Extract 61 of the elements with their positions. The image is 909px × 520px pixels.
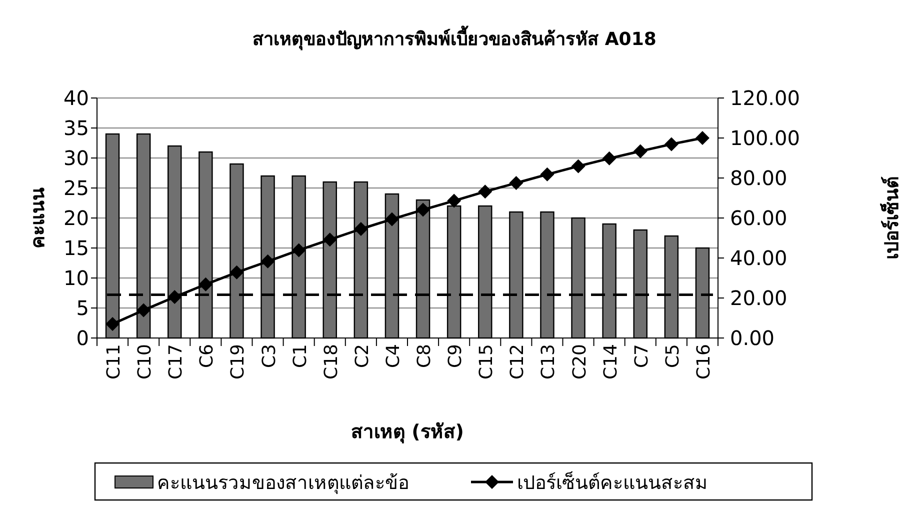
x-tick-label: C11 (104, 344, 125, 380)
x-tick-label: C17 (166, 344, 187, 380)
x-tick-label: C10 (134, 344, 156, 380)
point (106, 317, 120, 331)
x-tick-label: C3 (258, 344, 280, 368)
x-tick-label: C16 (693, 344, 714, 380)
point (540, 167, 554, 182)
legend-label: เปอร์เซ็นต์คะแนนสะสม (517, 470, 708, 494)
point (260, 254, 275, 268)
x-axis-title: สาเหตุ (รหัส) (351, 421, 464, 444)
x-tick-label: C2 (352, 344, 373, 368)
point (571, 159, 586, 174)
point (230, 265, 244, 280)
y-tick-label: 20 (64, 206, 89, 230)
x-tick-label: C8 (414, 344, 436, 368)
y-tick-label: 30 (64, 146, 89, 170)
point (633, 144, 648, 158)
x-tick-label: C12 (507, 344, 528, 380)
point (198, 277, 213, 292)
x-tick-label: C6 (196, 344, 218, 368)
y2-tick-label: 0.00 (730, 326, 775, 350)
y-axis-title: คะแนน (27, 188, 49, 248)
chart-title: สาเหตุของปัญหาการพิมพ์เบี้ยวของสินค้ารหัส A018 (252, 25, 656, 51)
point (695, 131, 710, 145)
x-tick-label: C7 (631, 344, 652, 368)
point (509, 176, 524, 190)
x-tick-label: C4 (382, 344, 404, 368)
x-tick-label: C5 (662, 344, 684, 368)
point (602, 151, 616, 166)
x-tick-label: C13 (538, 344, 560, 380)
y2-tick-label: 80.00 (730, 166, 788, 190)
y2-tick-label: 20.00 (730, 286, 788, 310)
y2-tick-label: 120.00 (730, 86, 800, 110)
x-tick-label: C15 (476, 344, 498, 380)
point (384, 212, 399, 226)
x-tick-label: C18 (320, 344, 342, 380)
y-tick-label: 25 (64, 176, 89, 200)
point (478, 184, 492, 199)
point (664, 137, 678, 152)
y-tick-label: 40 (64, 86, 89, 110)
y-tick-label: 35 (64, 116, 89, 140)
x-tick-label: C20 (569, 344, 590, 380)
point (322, 232, 337, 247)
y2-axis-title: เปอร์เซ็นต์ (879, 176, 903, 260)
x-tick-label: C14 (600, 344, 622, 380)
y2-tick-label: 40.00 (730, 246, 788, 270)
x-tick-label: C1 (290, 344, 311, 368)
x-tick-label: C19 (228, 344, 249, 380)
point (292, 243, 306, 258)
point (354, 222, 368, 236)
y-tick-label: 0 (76, 326, 89, 350)
y-tick-label: 5 (76, 296, 89, 320)
point (136, 303, 151, 318)
point (447, 194, 462, 208)
y-tick-label: 10 (64, 266, 89, 290)
point (416, 202, 430, 217)
legend-label: คะแนนรวมของสาเหตุแต่ละข้อ (157, 472, 409, 495)
y2-tick-label: 100.00 (730, 126, 800, 150)
y-tick-label: 15 (64, 236, 89, 260)
y2-tick-label: 60.00 (730, 206, 788, 230)
x-tick-label: C9 (445, 344, 466, 368)
